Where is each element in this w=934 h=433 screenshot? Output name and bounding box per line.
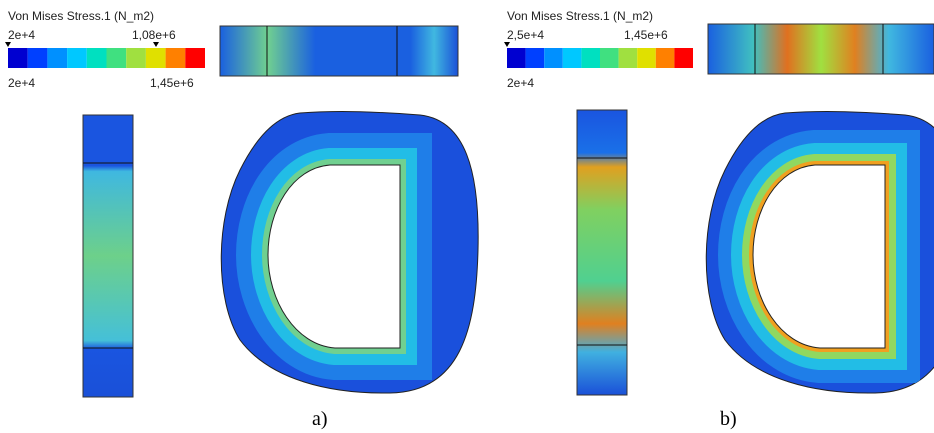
panel-a: Von Mises Stress.1 (N_m2) 2e+4 1,08e+6 2… — [5, 9, 478, 430]
caption: b) — [720, 408, 737, 430]
legend-title: Von Mises Stress.1 (N_m2) — [507, 9, 653, 23]
caption: a) — [312, 408, 328, 430]
legend-marker: 1,45e+6 — [624, 28, 668, 42]
legend-min: 2e+4 — [8, 28, 35, 42]
marker — [504, 42, 510, 47]
marker — [153, 42, 159, 47]
panel-b: Von Mises Stress.1 (N_m2) 2,5e+4 1,45e+6… — [504, 9, 934, 430]
top-part — [708, 24, 934, 74]
legend-title: Von Mises Stress.1 (N_m2) — [8, 9, 154, 23]
color-bar — [8, 48, 205, 68]
side-part — [83, 115, 133, 397]
legend-bottom-min: 2e+4 — [507, 76, 534, 90]
ring — [221, 112, 478, 394]
side-part — [577, 110, 627, 395]
legend-marker: 1,08e+6 — [132, 28, 176, 42]
marker — [5, 42, 11, 47]
ring — [706, 112, 934, 394]
top-part — [220, 26, 458, 76]
legend-min: 2,5e+4 — [507, 28, 544, 42]
color-bar — [507, 48, 693, 68]
legend-bottom-max: 1,45e+6 — [150, 76, 194, 90]
legend-bottom-min: 2e+4 — [8, 76, 35, 90]
figure: Von Mises Stress.1 (N_m2) 2e+4 1,08e+6 2… — [0, 0, 934, 433]
